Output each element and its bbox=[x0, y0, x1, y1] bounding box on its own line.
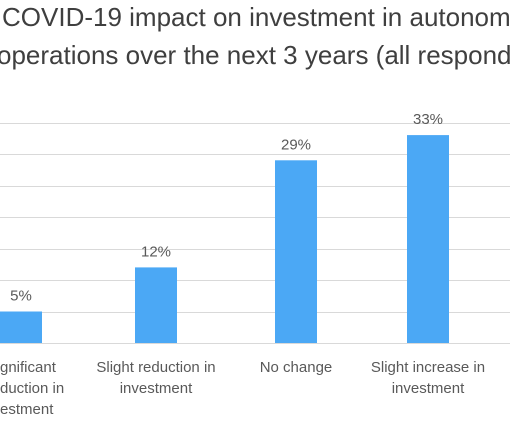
category-label: Slight increase in investment bbox=[348, 357, 508, 399]
category-label-line: Slight reduction in bbox=[96, 359, 216, 376]
bar bbox=[275, 160, 317, 343]
chart-title-line-1: COVID-19 impact on investment in autonom… bbox=[2, 2, 510, 32]
data-label: 29% bbox=[281, 136, 311, 153]
bar bbox=[407, 135, 449, 343]
category-label-line: No change bbox=[259, 359, 333, 376]
bar bbox=[135, 267, 177, 343]
category-label-line: investment bbox=[391, 380, 465, 397]
data-label: 33% bbox=[413, 111, 443, 128]
category-label-line: investment bbox=[119, 380, 193, 397]
category-label: No change bbox=[216, 357, 376, 378]
data-label: 12% bbox=[141, 243, 171, 260]
category-label-line: Slight increase in bbox=[370, 359, 486, 376]
data-label: 5% bbox=[10, 288, 32, 305]
category-label: Slight reduction in investment bbox=[76, 357, 236, 399]
category-label-line: estment bbox=[0, 401, 54, 418]
category-label-line: gnificant bbox=[0, 359, 56, 376]
category-label: gnificant duction in estment bbox=[0, 357, 64, 420]
chart-title-line-2: operations over the next 3 years (all re… bbox=[0, 40, 510, 70]
bar bbox=[0, 311, 42, 343]
category-label-line: duction in bbox=[0, 380, 65, 397]
